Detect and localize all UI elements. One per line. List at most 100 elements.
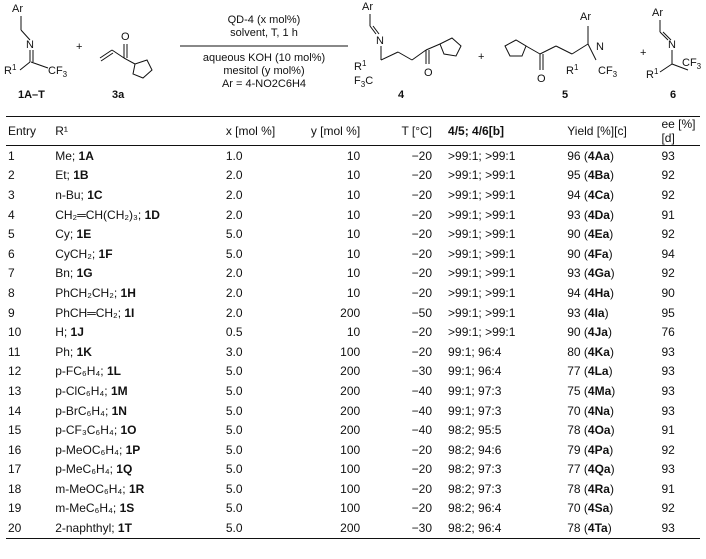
cell-y: 10 — [346, 266, 361, 281]
f3c-label: F3C — [354, 75, 373, 89]
cell-ee: 93 — [661, 364, 675, 379]
cell-ee: 90 — [661, 285, 675, 300]
r1-compound: 1I — [124, 305, 135, 320]
cell-ee: 95 — [661, 305, 675, 320]
r1-text: m-MeC₆H₄; — [55, 501, 120, 516]
table-row: 6 CyCH₂; 1F 5.0 10 −20 >99:1; >99:1 90 (4Fa) 94 — [6, 244, 700, 264]
condition-solvent: solvent, T, 1 h — [230, 27, 298, 39]
yield-close: ) — [610, 462, 615, 477]
r1-label: R1 — [646, 67, 659, 81]
cell-temperature: −20 — [411, 168, 433, 183]
table-row: 2 Et; 1B 2.0 10 −20 >99:1; >99:1 95 (4Ba) 92 — [6, 166, 700, 186]
r1-text: CyCH₂; — [55, 246, 99, 261]
compound-6-label: 6 — [670, 89, 676, 101]
r1-text: PhCH═CH₂; — [55, 305, 125, 320]
cell-ee: 92 — [661, 187, 675, 202]
yield-compound: 4Ga — [587, 266, 611, 281]
yield-value: 90 ( — [567, 227, 588, 242]
yield-close: ) — [607, 325, 612, 340]
cell-entry: 8 — [8, 285, 15, 300]
table-row: 16 p-MeOC₆H₄; 1P 5.0 100 −20 98:2; 94:6 79 (4P… — [6, 440, 700, 460]
cell-ratio: >99:1; >99:1 — [448, 207, 516, 222]
cell-entry: 13 — [8, 383, 22, 398]
table-row: 1 Me; 1A 1.0 10 −20 >99:1; >99:1 96 (4Aa) 93 — [6, 146, 700, 166]
cell-r1: p-FC₆H₄; 1L — [53, 362, 224, 382]
cf3-label: CF3 — [682, 57, 702, 71]
cell-r1: p-ClC₆H₄; 1M — [53, 381, 224, 401]
cell-y: 100 — [340, 344, 361, 359]
cell-ratio: 99:1; 96:4 — [448, 344, 502, 359]
r1-text: Me; — [55, 148, 79, 163]
r1-compound: 1J — [70, 325, 84, 340]
cell-x: 1.0 — [225, 148, 243, 163]
cf3-label: CF3 — [598, 65, 618, 79]
results-table: Entry R¹ x [mol %] y [mol %] T [°C] 4/5;… — [6, 116, 700, 539]
cell-y: 100 — [340, 501, 361, 516]
cell-x: 5.0 — [225, 481, 243, 496]
cell-ee: 93 — [661, 462, 675, 477]
cell-temperature: −20 — [411, 462, 433, 477]
table-row: 19 m-MeC₆H₄; 1S 5.0 100 −20 98:2; 96:4 70 (4Sa… — [6, 499, 700, 519]
cell-temperature: −20 — [411, 207, 433, 222]
compound-1-label: 1A–T — [18, 89, 45, 101]
cell-r1: n-Bu; 1C — [53, 185, 224, 205]
table-row: 12 p-FC₆H₄; 1L 5.0 200 −30 99:1; 96:4 77 (4La)… — [6, 362, 700, 382]
cell-ee: 92 — [661, 442, 675, 457]
cell-r1: CH₂═CH(CH₂)₃; 1D — [53, 205, 224, 225]
cell-ee: 93 — [661, 148, 675, 163]
n-label: N — [376, 35, 384, 47]
cell-entry: 12 — [8, 364, 22, 379]
yield-value: 70 ( — [567, 403, 588, 418]
yield-compound: 4Na — [587, 403, 610, 418]
cell-temperature: −20 — [411, 285, 433, 300]
o-label: O — [121, 31, 130, 43]
yield-close: ) — [610, 266, 615, 281]
cell-entry: 17 — [8, 462, 22, 477]
header-y: y [mol %] — [290, 116, 377, 146]
cell-entry: 16 — [8, 442, 22, 457]
yield-value: 70 ( — [567, 501, 588, 516]
cell-x: 2.0 — [225, 285, 243, 300]
cell-x: 5.0 — [225, 423, 243, 438]
yield-close: ) — [611, 383, 616, 398]
cell-ee: 91 — [661, 423, 675, 438]
yield-close: ) — [608, 246, 613, 261]
cell-x: 0.5 — [225, 325, 243, 340]
cell-ratio: 98:2; 97:3 — [448, 481, 502, 496]
r1-compound: 1C — [87, 187, 103, 202]
r1-compound: 1A — [78, 148, 94, 163]
cell-yield: 78 (4Ra) — [565, 479, 659, 499]
r1-label: R1 — [354, 59, 367, 73]
cell-x: 5.0 — [225, 383, 243, 398]
yield-value: 93 ( — [567, 305, 588, 320]
table-row: 9 PhCH═CH₂; 1I 2.0 200 −50 >99:1; >99:1 93 (4I… — [6, 303, 700, 323]
cell-x: 2.0 — [225, 187, 243, 202]
r1-compound: 1T — [117, 521, 132, 536]
header-entry: Entry — [6, 116, 54, 146]
header-x: x [mol %] — [223, 116, 291, 146]
yield-value: 80 ( — [567, 344, 588, 359]
cell-x: 2.0 — [225, 168, 243, 183]
cell-yield: 90 (4Ea) — [565, 224, 659, 244]
cell-r1: Ph; 1K — [53, 342, 224, 362]
cell-yield: 93 (4Ia) — [565, 303, 659, 323]
cell-yield: 90 (4Fa) — [565, 244, 659, 264]
cell-y: 10 — [346, 187, 361, 202]
table-row: 8 PhCH₂CH₂; 1H 2.0 10 −20 >99:1; >99:1 94 (4Ha… — [6, 283, 700, 303]
cell-y: 100 — [340, 462, 361, 477]
yield-compound: 4Da — [587, 207, 610, 222]
cell-temperature: −40 — [411, 383, 433, 398]
cell-r1: p-MeOC₆H₄; 1P — [53, 440, 224, 460]
r1-text: m-MeOC₆H₄; — [55, 481, 129, 496]
compound-5-label: 5 — [562, 89, 568, 101]
cell-y: 10 — [346, 148, 361, 163]
cell-r1: Et; 1B — [53, 166, 224, 186]
condition-base: aqueous KOH (10 mol%) — [202, 52, 326, 64]
yield-value: 75 ( — [567, 383, 588, 398]
cell-y: 10 — [346, 168, 361, 183]
cell-ratio: 99:1; 97:3 — [448, 403, 502, 418]
cell-x: 2.0 — [225, 266, 243, 281]
r1-label: R1 — [566, 63, 579, 77]
r1-compound: 1B — [73, 168, 89, 183]
cell-ee: 92 — [661, 501, 675, 516]
